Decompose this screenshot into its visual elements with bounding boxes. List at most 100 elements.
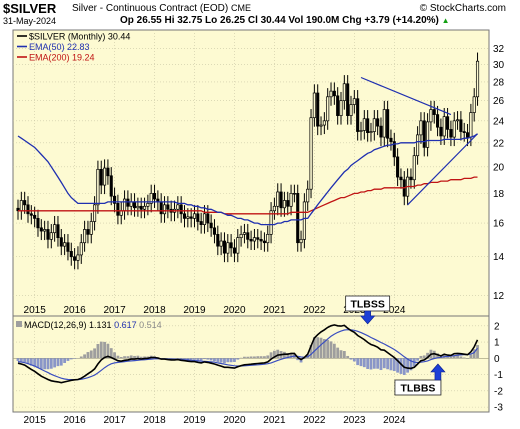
price-y-tick-label: 28 <box>493 77 505 88</box>
macd-histogram-bar <box>176 358 180 359</box>
macd-legend-item: 1.131 <box>87 320 112 330</box>
price-candle <box>269 202 273 244</box>
macd-histogram-bar <box>29 358 33 366</box>
price-candle <box>426 113 430 157</box>
macd-x-tick-label: 2023 <box>343 415 366 426</box>
macd-histogram-bar <box>39 358 43 370</box>
ema50-line <box>17 133 478 226</box>
macd-histogram-bar <box>406 358 410 373</box>
arrow-up-icon <box>430 363 446 381</box>
price-candle <box>179 196 183 223</box>
macd-histogram-bar <box>269 352 273 359</box>
price-candle <box>289 184 293 216</box>
macd-histogram-bar <box>399 358 403 374</box>
macd-histogram-bar <box>386 358 390 370</box>
macd-histogram-bar <box>206 358 210 360</box>
macd-histogram-bar <box>133 355 136 359</box>
price-candle <box>196 205 200 231</box>
macd-histogram-bar <box>416 358 419 361</box>
price-candle <box>342 75 346 110</box>
price-candle <box>382 100 386 147</box>
macd-x-ticks: 2015 2016 2017 2018 2019 2020 2021 2022 2023 2024 <box>24 415 406 426</box>
price-x-tick-label: 2019 <box>183 305 206 316</box>
price-candle <box>76 246 80 270</box>
price-candle <box>66 234 70 261</box>
arrow-down-icon <box>359 310 376 325</box>
price-legend-label: EMA(50) 22.83 <box>29 42 90 52</box>
price-x-tick-label: 2020 <box>223 305 246 316</box>
price-candle <box>63 234 67 256</box>
price-candle <box>246 224 250 249</box>
price-candle <box>352 90 356 114</box>
price-candle <box>396 148 400 187</box>
price-candle <box>376 110 380 136</box>
macd-histogram-bar <box>476 345 479 359</box>
macd-histogram-bar <box>249 356 253 359</box>
price-x-tick-label: 2024 <box>383 305 406 316</box>
macd-y-tick-label: 2 <box>494 321 500 332</box>
macd-histogram-bar <box>129 355 133 359</box>
price-candle <box>176 196 180 219</box>
macd-histogram-bar <box>452 355 456 359</box>
price-candle <box>339 91 343 125</box>
macd-histogram-bar <box>259 356 263 359</box>
price-candle <box>286 191 290 216</box>
exchange-label: CME <box>230 3 251 13</box>
price-candle <box>456 111 460 130</box>
price-y-tick-label: 30 <box>493 60 505 71</box>
price-candle <box>386 100 390 148</box>
price-candle <box>349 95 353 125</box>
macd-histogram-bar <box>93 348 96 359</box>
macd-histogram-bar <box>392 358 396 372</box>
macd-histogram-bar <box>362 358 366 368</box>
price-candle <box>459 111 463 141</box>
macd-x-tick-label: 2022 <box>303 415 326 426</box>
macd-annotation-label: TLBBS <box>400 383 435 395</box>
macd-histogram-bar <box>26 358 30 365</box>
price-candle <box>326 88 330 130</box>
macd-histogram-bar <box>109 348 113 359</box>
price-candle <box>306 180 310 211</box>
macd-histogram-bar <box>236 358 240 360</box>
price-candle <box>262 232 266 252</box>
macd-histogram-bar <box>113 352 116 359</box>
price-candle <box>276 183 280 216</box>
price-candle <box>329 82 333 106</box>
quote-date: 31-May-2024 <box>3 16 57 26</box>
price-candle <box>69 242 73 266</box>
macd-histogram-bar <box>419 355 423 359</box>
price-x-tick-label: 2015 <box>24 305 47 316</box>
price-candle <box>89 212 93 244</box>
price-candle <box>152 184 157 209</box>
ema200-line <box>18 176 478 215</box>
price-candle <box>379 117 383 147</box>
price-y-tick-label: 20 <box>493 162 505 173</box>
price-y-tick-label: 16 <box>493 219 505 230</box>
macd-histogram-bar <box>66 358 70 361</box>
price-candle <box>296 184 300 252</box>
macd-histogram-bar <box>372 358 376 369</box>
price-trendlines <box>360 76 478 206</box>
trendline-upper-resistance <box>360 76 452 116</box>
macd-histogram-bar <box>99 341 103 359</box>
price-candle <box>109 167 113 206</box>
macd-x-tick-label: 2016 <box>63 415 86 426</box>
macd-histogram-bar <box>312 337 316 359</box>
macd-histogram-bar <box>193 358 196 360</box>
macd-histogram-bar <box>79 356 83 359</box>
trendline-lower-support <box>407 133 478 206</box>
macd-histogram-bar <box>466 358 469 359</box>
price-candle <box>322 112 326 135</box>
price-candle <box>392 132 396 166</box>
price-legend-label: EMA(200) 19.24 <box>29 53 95 63</box>
macd-histogram-bar <box>19 358 23 362</box>
macd-legend-item: MACD(12,26,9) <box>24 320 87 330</box>
macd-histogram-bar <box>329 341 333 359</box>
price-candle <box>366 110 370 142</box>
macd-histogram-bar <box>146 356 150 359</box>
macd-histogram-bar <box>319 337 323 359</box>
price-y-tick-label: 26 <box>493 96 505 107</box>
macd-histogram-bar <box>209 358 213 361</box>
macd-histogram-bar <box>239 357 243 359</box>
